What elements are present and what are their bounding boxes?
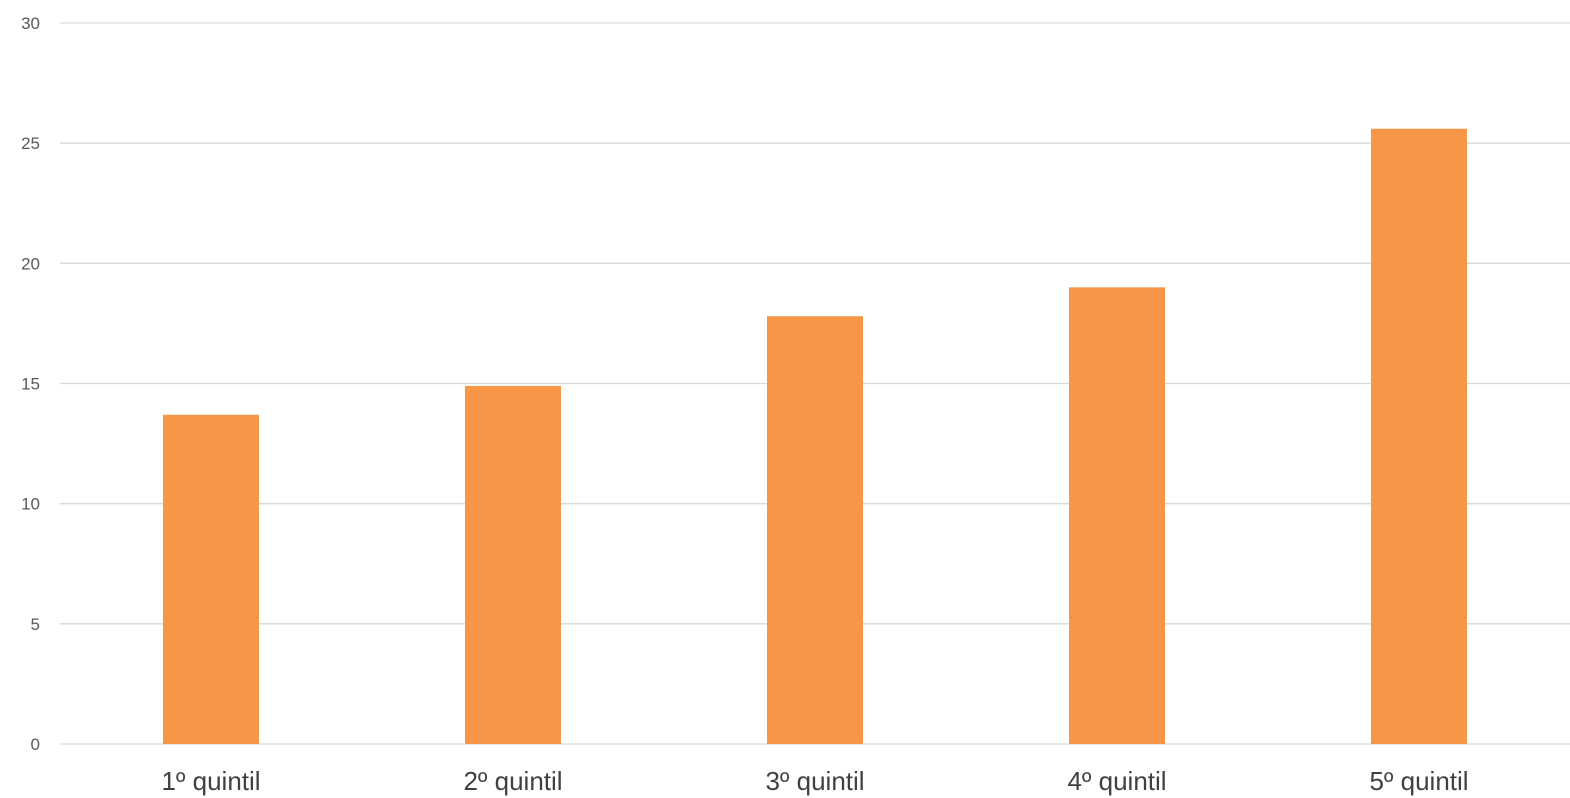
bar — [1069, 287, 1165, 744]
y-tick-label: 20 — [21, 254, 40, 273]
y-tick-label: 0 — [31, 735, 40, 754]
bar — [465, 385, 561, 744]
y-axis-tick-labels: 0 5 10 15 20 25 30 — [21, 14, 40, 754]
y-tick-label: 15 — [21, 375, 40, 394]
x-axis-category-labels: 1º quintil 2º quintil 3º quintil 4º quintil… — [161, 766, 1468, 796]
y-tick-label: 25 — [21, 134, 40, 153]
x-category-label: 3º quintil — [765, 766, 864, 796]
x-category-label: 2º quintil — [463, 766, 562, 796]
x-category-label: 1º quintil — [161, 766, 260, 796]
y-tick-label: 10 — [21, 495, 40, 514]
bar — [1371, 128, 1467, 744]
bar — [163, 414, 259, 744]
y-tick-label: 5 — [31, 615, 40, 634]
x-category-label: 4º quintil — [1067, 766, 1166, 796]
bars — [163, 128, 1467, 744]
y-tick-label: 30 — [21, 14, 40, 33]
bar — [767, 316, 863, 744]
x-category-label: 5º quintil — [1369, 766, 1468, 796]
